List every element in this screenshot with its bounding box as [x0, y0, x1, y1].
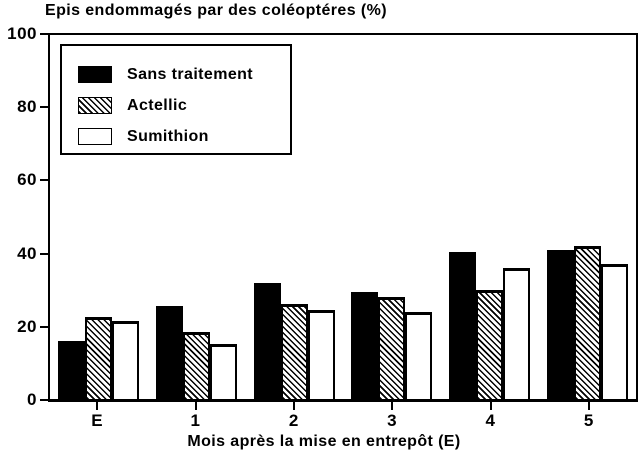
bars-container — [50, 35, 636, 399]
bar-sans-traitement-1 — [155, 306, 183, 399]
legend-label-sans-traitement: Sans traitement — [127, 65, 254, 83]
y-tick-label-0: 0 — [27, 390, 37, 409]
legend-item-sans-traitement: Sans traitement — [78, 59, 290, 90]
bar-actellic-5 — [573, 246, 601, 399]
y-tick-label-60: 60 — [17, 170, 37, 190]
bar-sans-traitement-5 — [546, 249, 574, 399]
bar-group-3 — [343, 35, 441, 399]
legend-label-sumithion: Sumithion — [127, 127, 209, 145]
x-tick-label-e: E — [91, 411, 104, 430]
y-tick-mark-80 — [40, 106, 48, 109]
legend-swatch-solid-black-icon — [78, 66, 112, 83]
y-tick-mark-100 — [40, 33, 48, 35]
bar-group-1 — [148, 35, 246, 399]
legend-item-sumithion: Sumithion — [78, 121, 290, 152]
bar-actellic-3 — [378, 297, 406, 399]
y-tick-label-100: 100 — [7, 24, 37, 43]
bar-sans-traitement-e — [58, 340, 86, 399]
bar-sumithion-4 — [502, 267, 530, 399]
legend-label-actellic: Actellic — [127, 96, 188, 114]
x-axis-label: Mois après la mise en entrepôt (E) — [187, 433, 461, 450]
x-tick-mark-1 — [194, 402, 197, 410]
y-tick-label-20: 20 — [17, 316, 37, 336]
bar-sumithion-5 — [600, 264, 628, 399]
x-tick-label-3: 3 — [387, 411, 398, 430]
bar-actellic-4 — [475, 289, 503, 399]
chart-title: Epis endommagés par des coléoptéres (%) — [45, 2, 387, 19]
y-tick-label-40: 40 — [17, 243, 37, 263]
bar-actellic-e — [85, 317, 113, 399]
x-tick-mark-5 — [587, 402, 590, 410]
y-tick-mark-40 — [40, 252, 48, 255]
x-tick-mark-4 — [489, 402, 492, 410]
bar-sans-traitement-2 — [253, 282, 281, 399]
y-tick-mark-0 — [40, 399, 48, 401]
y-tick-label-80: 80 — [17, 97, 37, 117]
y-tick-mark-60 — [40, 179, 48, 182]
plot-area: Sans traitement Actellic Sumithion — [48, 33, 638, 402]
bar-sans-traitement-4 — [448, 251, 476, 399]
bar-group-2 — [245, 35, 343, 399]
bar-sans-traitement-3 — [351, 291, 379, 399]
legend-swatch-diagonal-hatch-icon — [78, 97, 112, 114]
x-tick-label-1: 1 — [190, 411, 201, 430]
x-tick-mark-3 — [391, 402, 394, 410]
legend-item-actellic: Actellic — [78, 90, 290, 121]
bar-sumithion-3 — [405, 311, 433, 399]
y-tick-mark-20 — [40, 325, 48, 328]
legend-swatch-white-icon — [78, 128, 112, 145]
x-tick-mark-e — [96, 402, 99, 410]
bar-group-4 — [441, 35, 539, 399]
x-tick-label-5: 5 — [583, 411, 594, 430]
bar-sumithion-2 — [307, 309, 335, 399]
legend: Sans traitement Actellic Sumithion — [60, 44, 292, 155]
x-tick-mark-2 — [292, 402, 295, 410]
bar-group-e — [50, 35, 148, 399]
bar-actellic-1 — [182, 331, 210, 399]
x-tick-label-2: 2 — [288, 411, 299, 430]
x-tick-label-4: 4 — [485, 411, 496, 430]
bar-group-5 — [538, 35, 636, 399]
bar-sumithion-1 — [209, 344, 237, 399]
bar-actellic-2 — [280, 304, 308, 399]
bar-sumithion-e — [112, 320, 140, 399]
